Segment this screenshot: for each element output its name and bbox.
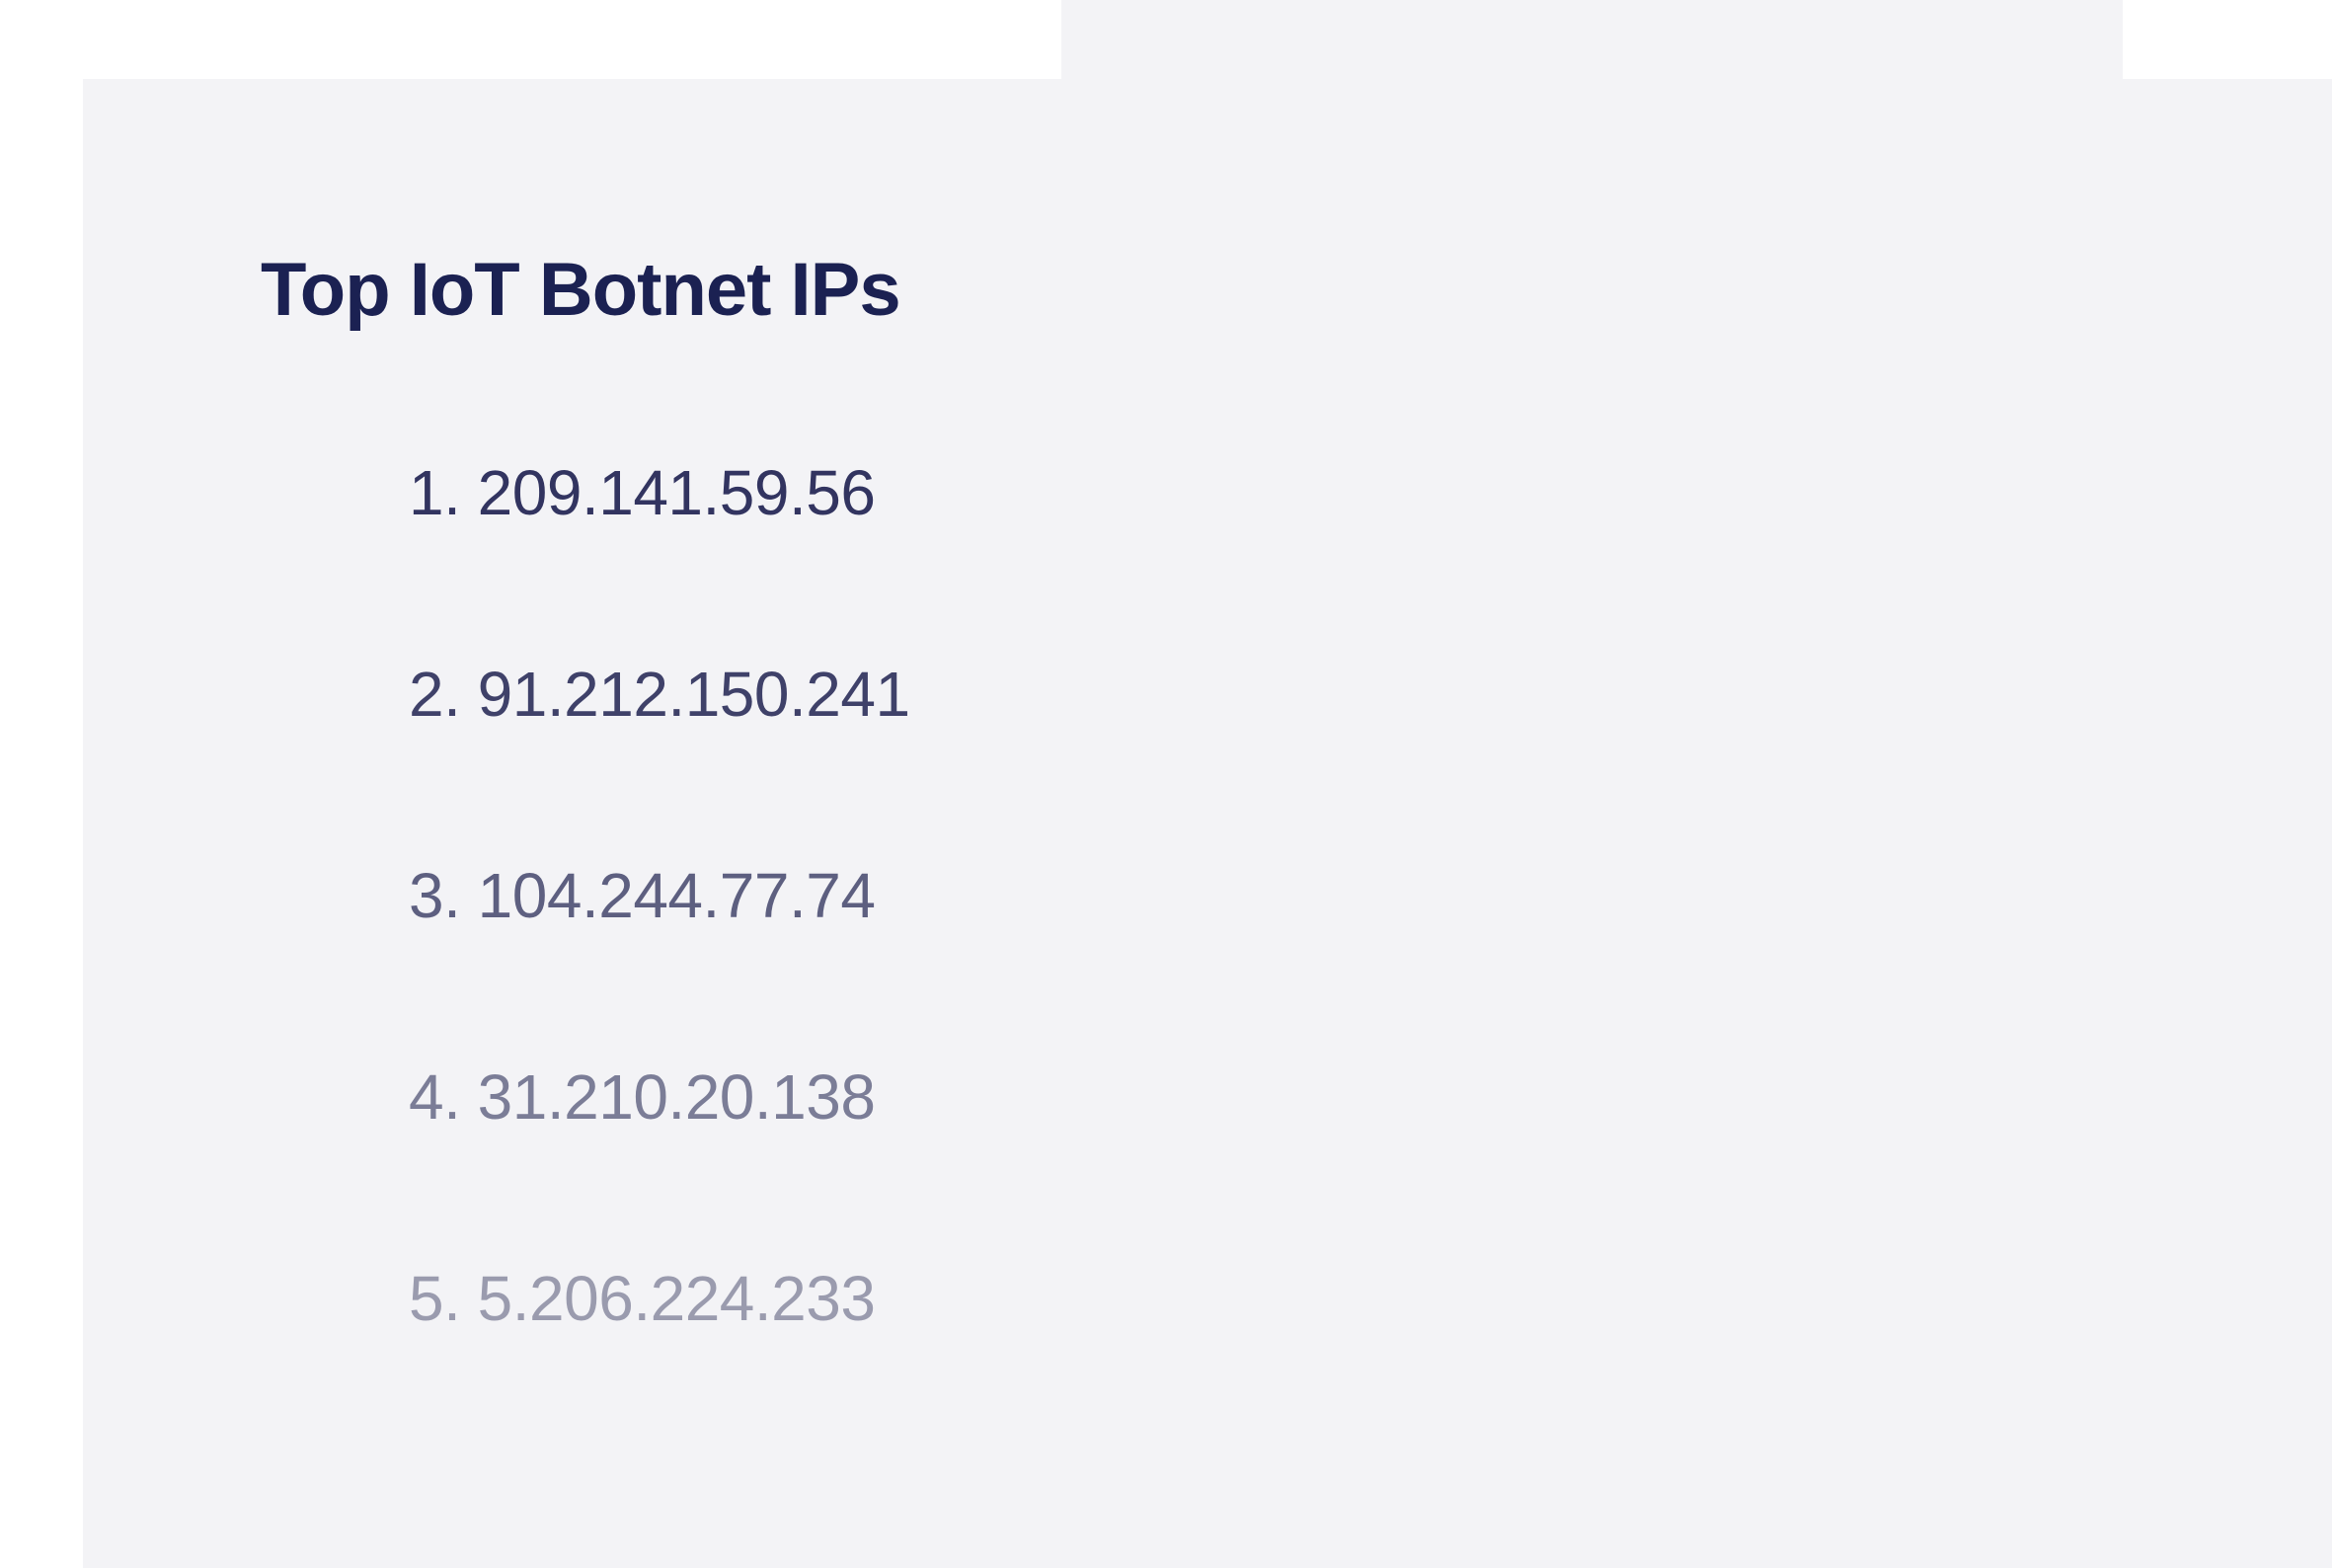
ip-rank: 2 xyxy=(409,659,443,730)
botnet-ips-card: Top IoT Botnet IPs 1. 209.141.59.56 2. 9… xyxy=(83,79,2332,1568)
ip-separator: . xyxy=(443,1263,478,1334)
ip-rank: 5 xyxy=(409,1263,443,1334)
ip-address: 104.244.77.74 xyxy=(478,860,876,931)
ip-address: 209.141.59.56 xyxy=(478,457,876,528)
ip-rank: 3 xyxy=(409,860,443,931)
ip-rank: 4 xyxy=(409,1061,443,1133)
ip-separator: . xyxy=(443,457,478,528)
ip-list-item: 4. 31.210.20.138 xyxy=(409,1065,2332,1129)
ip-address: 31.210.20.138 xyxy=(478,1061,876,1133)
ip-list-item: 1. 209.141.59.56 xyxy=(409,461,2332,524)
ip-list-item: 5. 5.206.224.233 xyxy=(409,1267,2332,1330)
ip-rank: 1 xyxy=(409,457,443,528)
ip-address: 91.212.150.241 xyxy=(478,659,910,730)
top-bar-middle xyxy=(1061,0,2123,79)
card-title: Top IoT Botnet IPs xyxy=(261,247,2332,333)
top-bar-left xyxy=(0,0,1061,79)
ip-separator: . xyxy=(443,1061,478,1133)
top-bar-right xyxy=(2123,0,2332,79)
ip-list-item: 3. 104.244.77.74 xyxy=(409,864,2332,927)
ip-separator: . xyxy=(443,659,478,730)
ip-list-item: 2. 91.212.150.241 xyxy=(409,663,2332,726)
ip-list: 1. 209.141.59.56 2. 91.212.150.241 3. 10… xyxy=(261,461,2332,1330)
ip-address: 5.206.224.233 xyxy=(478,1263,876,1334)
ip-separator: . xyxy=(443,860,478,931)
